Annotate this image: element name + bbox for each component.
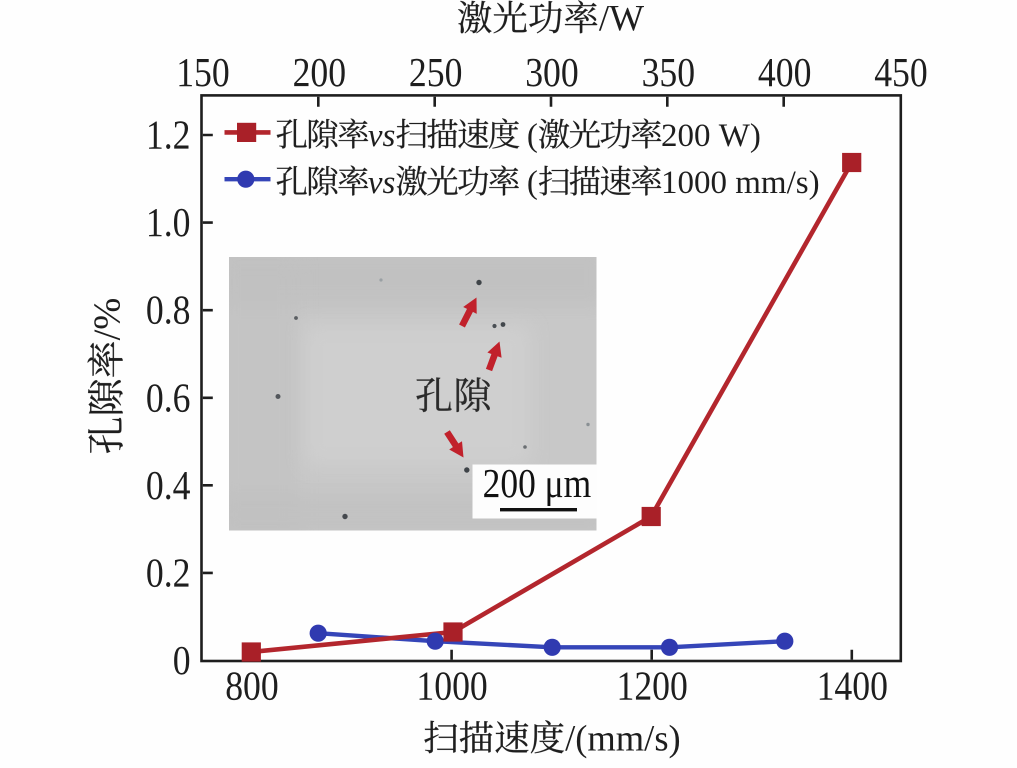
svg-text:1200: 1200 [617, 664, 688, 709]
svg-text:vs: vs [368, 118, 396, 154]
svg-text:0.6: 0.6 [146, 376, 191, 421]
svg-text:vs: vs [368, 165, 396, 201]
svg-text:200 W): 200 W) [661, 118, 761, 154]
svg-text:300: 300 [525, 51, 579, 96]
svg-text:400: 400 [758, 51, 812, 96]
svg-text:0.4: 0.4 [146, 463, 191, 508]
svg-text:800: 800 [225, 664, 279, 709]
svg-text:0: 0 [173, 639, 191, 684]
svg-text:1.2: 1.2 [146, 113, 191, 158]
svg-text:350: 350 [642, 51, 696, 96]
svg-text:1.0: 1.0 [146, 201, 191, 246]
svg-text:1000 mm/s): 1000 mm/s) [661, 165, 820, 201]
svg-text:0.2: 0.2 [146, 551, 191, 596]
svg-text:0.8: 0.8 [146, 288, 191, 333]
svg-text:1000: 1000 [416, 664, 487, 709]
svg-text:/%: /% [87, 298, 129, 341]
svg-text:/(mm/s): /(mm/s) [565, 718, 681, 759]
svg-text:200 μm: 200 μm [483, 462, 592, 507]
svg-text:(: ( [519, 118, 538, 154]
svg-text:(: ( [519, 165, 538, 201]
svg-text:450: 450 [874, 51, 928, 96]
svg-text:/W: /W [599, 0, 644, 40]
svg-text:250: 250 [409, 51, 463, 96]
svg-text:150: 150 [176, 51, 230, 96]
svg-text:200: 200 [293, 51, 347, 96]
svg-text:1400: 1400 [817, 664, 888, 709]
